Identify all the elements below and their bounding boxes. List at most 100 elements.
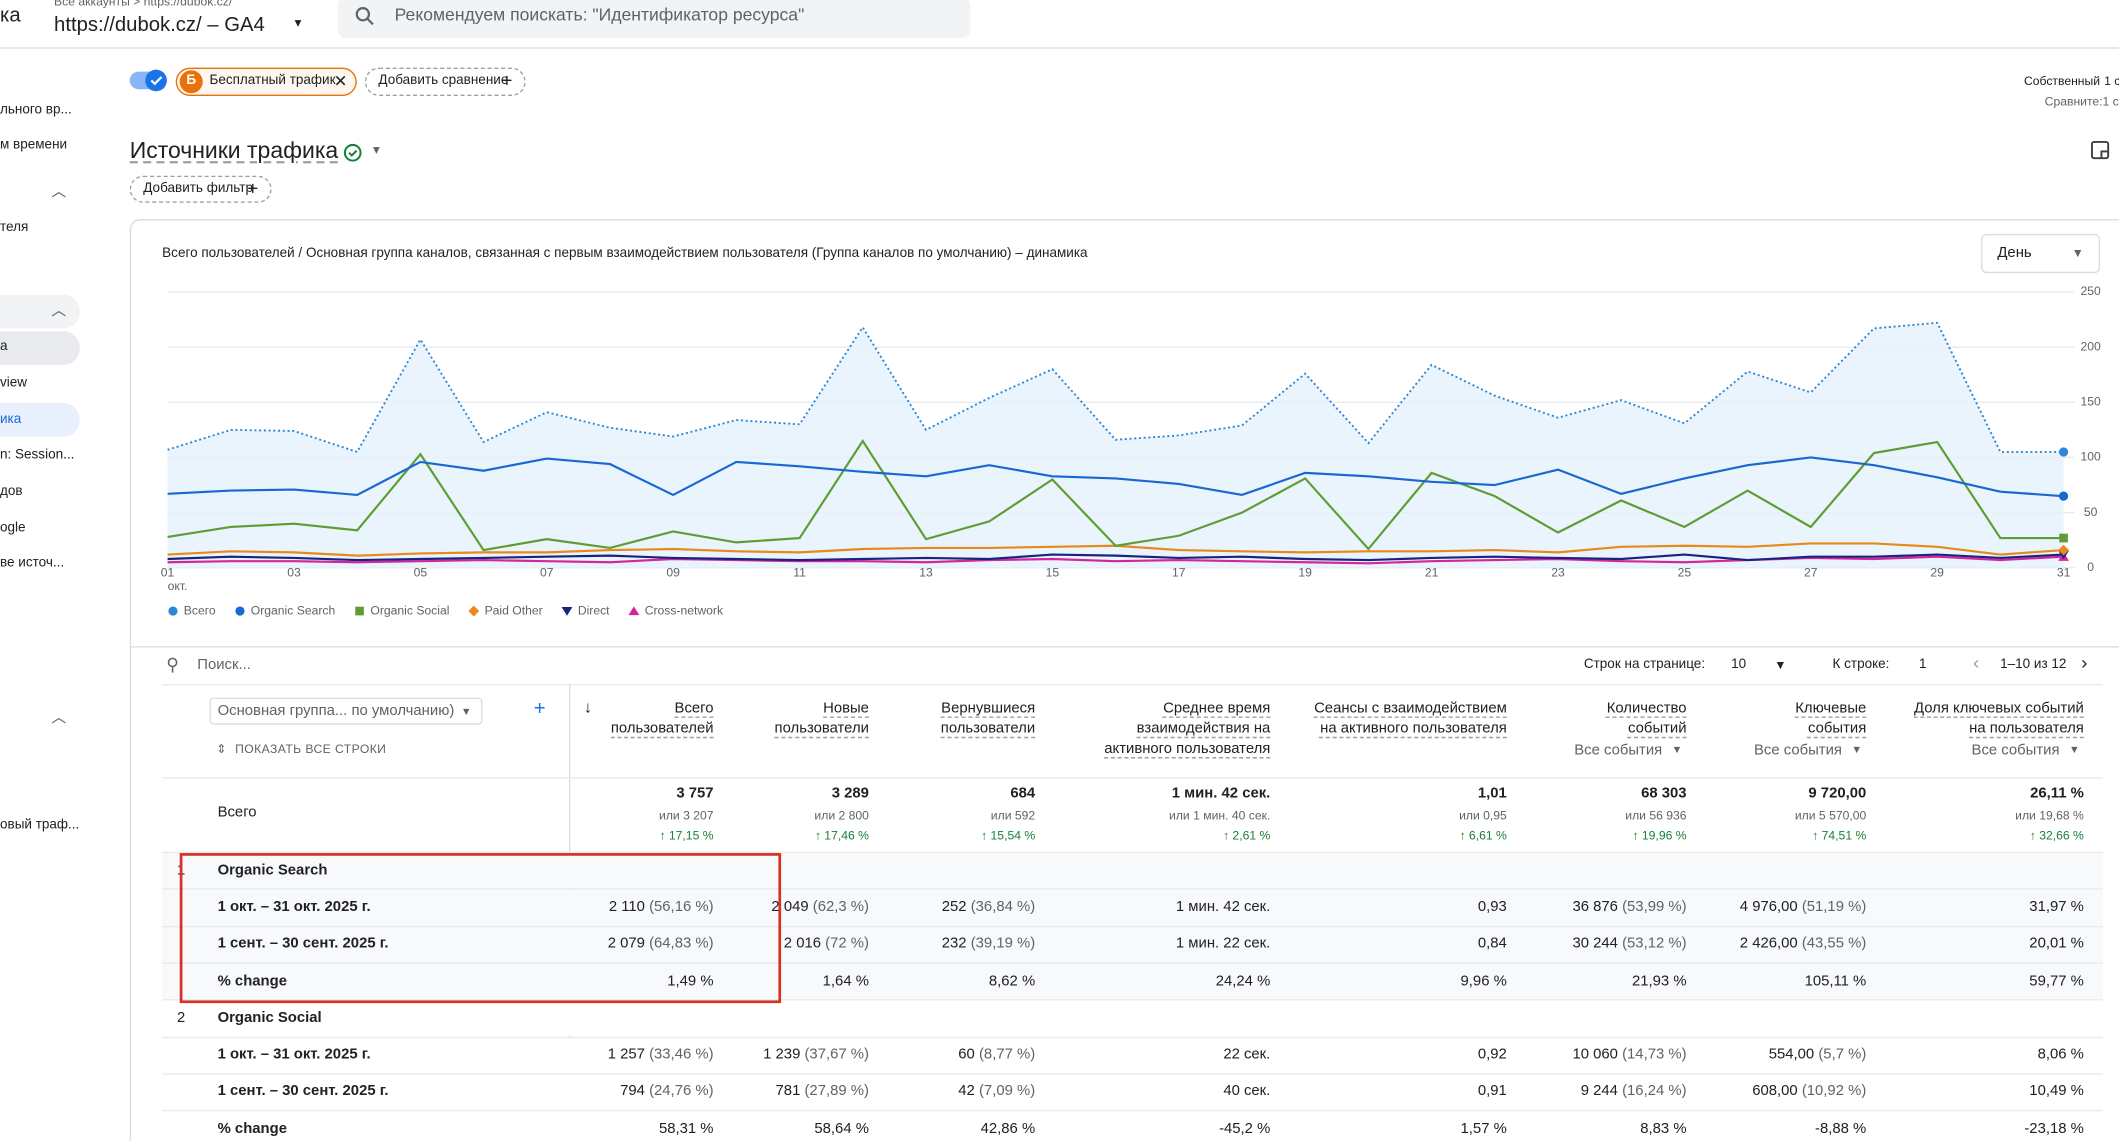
segment-chip[interactable] xyxy=(175,67,357,96)
x-tick-label: 29 xyxy=(1930,565,1944,579)
search-placeholder[interactable]: Рекомендуем поискать: "Идентификатор рес… xyxy=(394,4,805,25)
y-tick-label: 100 xyxy=(2080,450,2101,464)
column-header[interactable]: Всего xyxy=(674,700,714,717)
dimension-select[interactable] xyxy=(209,697,483,725)
legend-item[interactable]: Cross-network xyxy=(628,603,724,617)
nav-item[interactable]: дов xyxy=(0,483,23,499)
divider xyxy=(0,47,2119,49)
row-divider xyxy=(162,1110,2103,1112)
date-value[interactable]: 1 с xyxy=(2104,74,2119,88)
remove-segment[interactable]: ✕ xyxy=(333,71,348,91)
column-header[interactable]: Сеансы с взаимодействием xyxy=(1314,700,1507,717)
group-name[interactable]: Organic Search xyxy=(217,862,328,879)
status-icon xyxy=(343,143,362,162)
segment-badge: Б xyxy=(186,73,197,88)
column-header[interactable]: пользователи xyxy=(774,720,869,737)
expand-icon: ⇕ xyxy=(216,742,227,756)
cell: 1 мин. 22 сек. xyxy=(1175,935,1271,953)
cell-share: (16,24 %) xyxy=(1622,1083,1687,1100)
column-header[interactable]: активного пользователя xyxy=(1104,740,1271,758)
cell-share: (24,76 %) xyxy=(649,1083,714,1100)
legend-item[interactable]: Paid Other xyxy=(468,603,543,617)
nav-item[interactable]: теля xyxy=(0,220,29,236)
nav-item[interactable]: ика xyxy=(0,412,22,428)
cell-value: 36 876 xyxy=(1572,898,1618,916)
add-dimension[interactable]: + xyxy=(533,697,546,721)
title-caret[interactable]: ▾ xyxy=(372,143,380,159)
legend-item[interactable]: Всего xyxy=(168,603,216,617)
caret: ▼ xyxy=(1851,743,1863,756)
cell-share: (53,12 %) xyxy=(1622,935,1687,953)
metric-filter[interactable]: Все события xyxy=(1753,742,1842,759)
show-all-rows[interactable]: ПОКАЗАТЬ ВСЕ СТРОКИ xyxy=(235,742,387,756)
segment-name[interactable]: Бесплатный трафик xyxy=(209,73,336,88)
column-header[interactable]: на пользователя xyxy=(1969,720,2084,737)
nav-item[interactable]: овый траф... xyxy=(0,817,80,833)
column-header[interactable]: пользователей xyxy=(610,720,714,737)
column-header[interactable]: Среднее время xyxy=(1163,700,1271,717)
date-mode[interactable]: Собственный xyxy=(2023,74,2101,88)
legend-item[interactable]: Organic Search xyxy=(235,603,335,617)
caret: ▼ xyxy=(1671,743,1683,756)
prev-page[interactable]: ‹ xyxy=(1973,651,1980,674)
legend-label: Всего xyxy=(184,603,216,617)
property[interactable]: https://dubok.cz/ – GA4 xyxy=(54,13,265,37)
group-name[interactable]: Organic Social xyxy=(217,1009,322,1026)
nav-item[interactable]: м времени xyxy=(0,137,68,153)
cell: 781 (27,89 %) xyxy=(776,1081,869,1103)
nav-item[interactable]: льного вр... xyxy=(0,102,72,118)
column-header[interactable]: Вернувшиеся xyxy=(941,700,1036,717)
nav-item[interactable]: n: Session... xyxy=(0,447,75,463)
page-range: 1–10 из 12 xyxy=(2000,657,2067,672)
column-header[interactable]: Новые xyxy=(823,700,869,717)
column-header[interactable]: взаимодействия на xyxy=(1136,720,1271,737)
breadcrumb[interactable]: Все аккаунты > https://dubok.cz/ xyxy=(54,0,233,9)
note-icon[interactable] xyxy=(2091,141,2110,160)
column-header[interactable]: пользователи xyxy=(940,720,1036,737)
column-header[interactable]: Количество xyxy=(1606,700,1687,717)
metric-filter[interactable]: Все события xyxy=(1971,742,2060,759)
granularity[interactable]: День xyxy=(1997,244,2032,261)
column-header[interactable]: Доля ключевых событий xyxy=(1914,700,2084,717)
rows-per-page[interactable]: 10 xyxy=(1731,657,1747,672)
nav-item[interactable]: view xyxy=(0,375,28,391)
cell-value: 2 079 xyxy=(607,935,645,953)
cell: 2 426,00 (43,55 %) xyxy=(1740,933,1866,955)
search-box[interactable] xyxy=(337,0,971,38)
x-tick-label: 23 xyxy=(1551,565,1565,579)
chevron[interactable]: ︿ xyxy=(51,183,67,201)
granularity-select[interactable] xyxy=(1981,233,2101,274)
nav-item[interactable]: ве источ... xyxy=(0,555,65,571)
total-value: 68 303 xyxy=(1641,785,1687,802)
chevron[interactable]: ︿ xyxy=(51,302,67,320)
column-header[interactable]: события xyxy=(1808,720,1867,737)
legend-item[interactable]: Direct xyxy=(561,603,611,617)
column-header[interactable]: на активного пользователя xyxy=(1320,720,1507,737)
report-title-text[interactable]: Источники трафика xyxy=(129,137,339,164)
dimension[interactable]: Основная группа... по умолчанию) xyxy=(217,702,455,720)
x-tick-label: 03 xyxy=(287,565,301,579)
add-comparison[interactable]: Добавить сравнение xyxy=(378,73,509,88)
total-value: 1,01 xyxy=(1477,785,1507,802)
cell: -45,2 % xyxy=(1219,1120,1271,1137)
add-filter[interactable]: Добавить фильтр xyxy=(143,181,253,197)
line xyxy=(167,321,2064,454)
column-header[interactable]: Ключевые xyxy=(1795,700,1867,717)
column-header[interactable]: событий xyxy=(1628,720,1687,737)
chevron[interactable]: ︿ xyxy=(51,709,67,726)
cell-value: 30 244 xyxy=(1572,935,1618,953)
add-comparison-chip[interactable] xyxy=(364,67,526,96)
add-filter-chip[interactable] xyxy=(129,175,272,203)
next-page[interactable]: › xyxy=(2081,651,2088,674)
cell-share: (64,83 %) xyxy=(649,935,714,953)
cell: 1,57 % xyxy=(1460,1120,1507,1137)
table-search[interactable]: Поиск... xyxy=(197,657,251,674)
divider xyxy=(129,646,2119,648)
nav-item[interactable]: а xyxy=(0,339,8,355)
line xyxy=(167,438,2064,552)
nav-item[interactable]: ogle xyxy=(0,520,26,536)
goto-row[interactable]: 1 xyxy=(1918,657,1927,672)
chart-title: Всего пользователей / Основная группа ка… xyxy=(162,246,1088,261)
metric-filter[interactable]: Все события xyxy=(1574,742,1663,759)
legend-item[interactable]: Organic Social xyxy=(355,603,449,617)
